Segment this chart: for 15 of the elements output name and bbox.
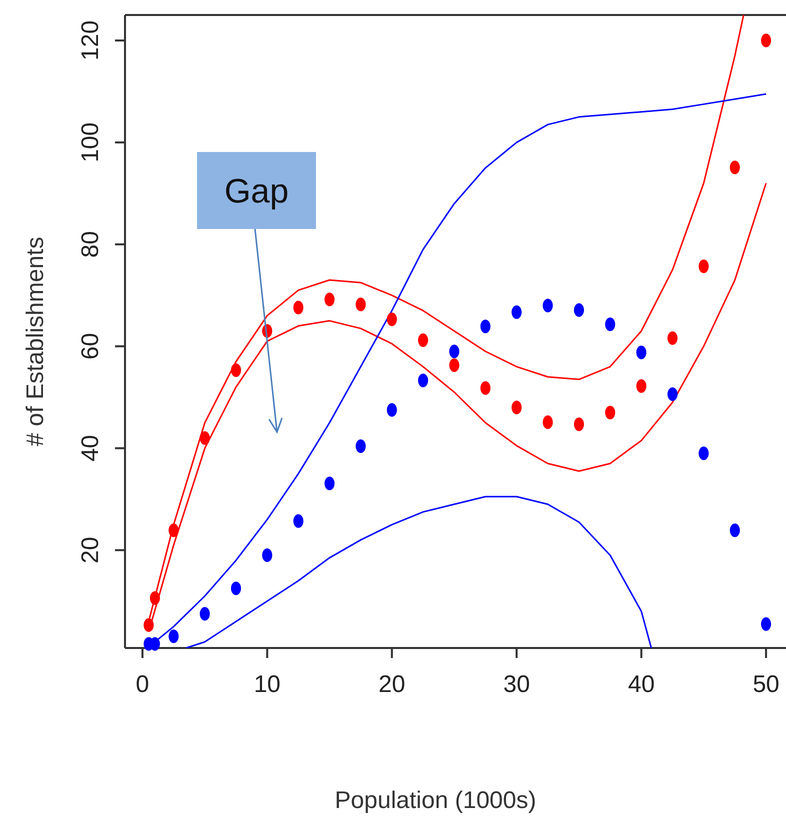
y-tick-label: 100 bbox=[77, 122, 104, 162]
x-tick-label: 0 bbox=[136, 671, 150, 698]
y-tick-label: 20 bbox=[77, 536, 104, 564]
x-tick-label: 40 bbox=[628, 671, 655, 698]
y-axis-title: # of Establishments bbox=[22, 236, 49, 446]
x-tick-label: 10 bbox=[254, 671, 281, 698]
x-tick-label: 30 bbox=[503, 671, 530, 698]
x-tick-label: 20 bbox=[378, 671, 406, 698]
annotation: Gap bbox=[224, 172, 289, 210]
y-tick-label: 40 bbox=[77, 434, 104, 462]
y-tick-label: 60 bbox=[77, 332, 104, 360]
x-axis-title: Population (1000s) bbox=[334, 787, 536, 814]
y-tick-label: 120 bbox=[77, 20, 104, 61]
y-tick-label: 80 bbox=[77, 230, 104, 258]
x-tick-label: 50 bbox=[752, 671, 780, 698]
